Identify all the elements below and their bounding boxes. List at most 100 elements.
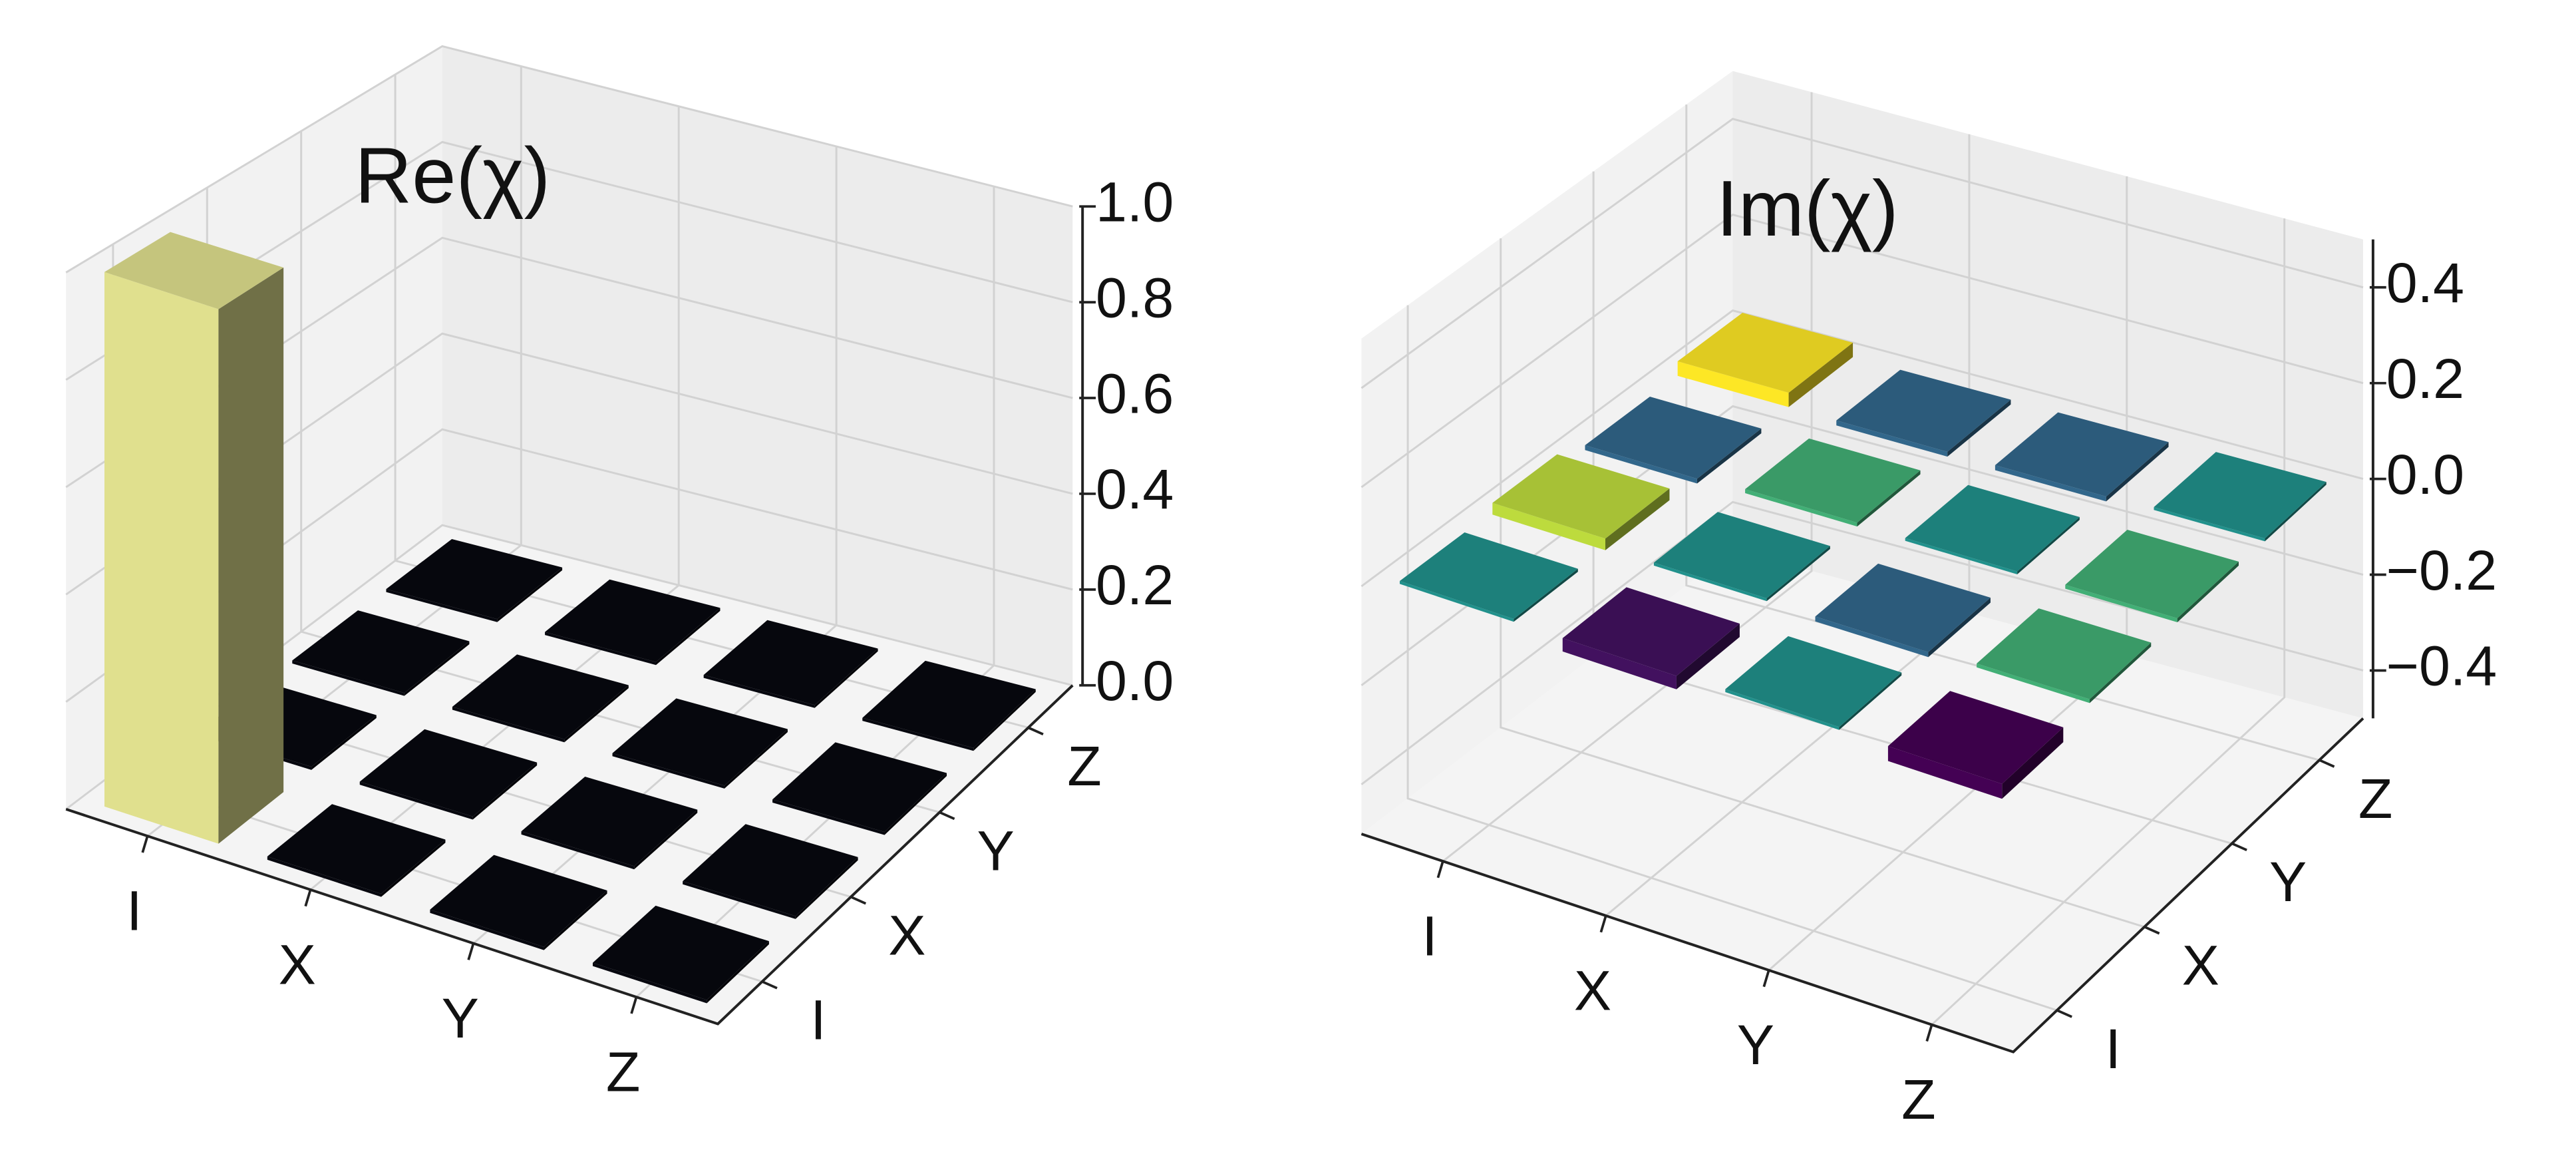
bar-side bbox=[724, 729, 788, 789]
bar bbox=[1815, 563, 1991, 658]
bar bbox=[1745, 438, 1921, 527]
bar-front bbox=[1745, 488, 1857, 527]
bar-front bbox=[1995, 465, 2106, 502]
bar bbox=[1905, 484, 2080, 575]
bar bbox=[1585, 397, 1762, 484]
y-tick-label: Y bbox=[977, 819, 1015, 882]
left-pane bbox=[1361, 71, 1733, 835]
bar-top bbox=[1815, 563, 1991, 652]
z-tick-label: 0.4 bbox=[1096, 458, 1174, 520]
bar bbox=[683, 824, 858, 919]
bar-side bbox=[1839, 672, 1902, 730]
bar-top bbox=[683, 824, 858, 916]
bar-top bbox=[430, 855, 607, 947]
bar-front bbox=[1653, 562, 1767, 602]
bar-top bbox=[772, 742, 947, 833]
bar-top bbox=[2065, 530, 2239, 619]
z-grid-line bbox=[1361, 309, 2364, 588]
y-tick-label: X bbox=[2182, 934, 2219, 996]
bar bbox=[267, 804, 446, 897]
bar-side bbox=[472, 762, 538, 820]
bar-top bbox=[592, 905, 769, 1000]
bar bbox=[772, 742, 947, 835]
bar-top bbox=[1995, 412, 2169, 497]
bar-front bbox=[545, 632, 656, 666]
bar bbox=[862, 660, 1036, 751]
bar-top bbox=[292, 610, 470, 693]
bar-top bbox=[1562, 587, 1740, 676]
x-tick bbox=[1925, 1024, 1933, 1042]
bar-side bbox=[1788, 342, 1853, 407]
bar-side bbox=[1947, 399, 2011, 457]
z-tick-label: −0.4 bbox=[2386, 635, 2497, 697]
bar-top bbox=[612, 698, 788, 786]
chart-title: Re(χ) bbox=[355, 131, 550, 220]
bar-front bbox=[1977, 664, 2090, 703]
bar-side bbox=[218, 267, 284, 844]
x-tick bbox=[630, 996, 638, 1014]
bar-side bbox=[497, 567, 563, 622]
z-grid-line bbox=[65, 45, 1073, 274]
x-tick-label: Z bbox=[606, 1041, 641, 1103]
bar-front bbox=[386, 589, 498, 622]
x-tick-label: Y bbox=[442, 987, 479, 1050]
bar-top bbox=[1905, 484, 2080, 572]
bar-top bbox=[521, 777, 698, 867]
bar-side bbox=[1514, 568, 1578, 622]
bar-top bbox=[1677, 312, 1853, 393]
bar-front bbox=[104, 272, 219, 844]
bar-side bbox=[381, 839, 446, 897]
bar-front bbox=[703, 675, 815, 708]
z-tick-label: 0.8 bbox=[1096, 266, 1174, 329]
bar-top bbox=[359, 729, 538, 817]
y-tick-label: I bbox=[2106, 1018, 2121, 1080]
x-tick-label: X bbox=[1574, 959, 1611, 1022]
bar-front bbox=[772, 799, 885, 835]
bar-top bbox=[703, 620, 878, 705]
bar-front bbox=[292, 660, 404, 696]
bar-front bbox=[359, 781, 473, 820]
bar-side bbox=[2017, 516, 2080, 575]
y-tick bbox=[1027, 726, 1044, 736]
bar bbox=[1492, 454, 1670, 550]
bar-top bbox=[1745, 438, 1921, 523]
bar bbox=[1836, 369, 2011, 457]
bar-top bbox=[1836, 369, 2011, 452]
bar bbox=[2065, 530, 2239, 623]
bar-front bbox=[2154, 507, 2265, 542]
x-tick-label: I bbox=[126, 880, 142, 942]
bar bbox=[1653, 512, 1830, 602]
bar-front bbox=[1887, 746, 2003, 799]
bar bbox=[592, 905, 769, 1004]
bar-front bbox=[2065, 584, 2177, 623]
bar bbox=[612, 698, 788, 789]
x-tick bbox=[467, 942, 475, 960]
bar-side bbox=[544, 890, 607, 950]
bar bbox=[1562, 587, 1740, 689]
y-tick bbox=[850, 896, 867, 905]
y-tick bbox=[761, 980, 778, 990]
bar-side bbox=[1857, 470, 1921, 527]
bar-side bbox=[655, 608, 721, 666]
bar-front bbox=[1562, 638, 1677, 689]
bar-side bbox=[707, 941, 769, 1004]
bar-front bbox=[1905, 538, 2018, 575]
bar-front bbox=[1725, 689, 1840, 730]
bar-top bbox=[1977, 608, 2152, 699]
bar bbox=[1399, 532, 1578, 622]
bar-front bbox=[862, 717, 974, 751]
bar-side bbox=[1766, 546, 1830, 602]
axis-edge bbox=[1361, 717, 2364, 1054]
y-tick bbox=[2319, 759, 2335, 768]
bar-side bbox=[1605, 488, 1670, 550]
bar-top bbox=[862, 660, 1036, 748]
bar-front bbox=[1585, 445, 1697, 484]
y-grid-line bbox=[1500, 238, 2145, 928]
bar-top bbox=[267, 804, 446, 894]
bar-front bbox=[1492, 502, 1605, 550]
x-tick-label: I bbox=[1422, 904, 1437, 967]
bar bbox=[521, 777, 698, 870]
bar-side bbox=[404, 641, 470, 696]
y-tick-label: Z bbox=[1067, 735, 1102, 797]
